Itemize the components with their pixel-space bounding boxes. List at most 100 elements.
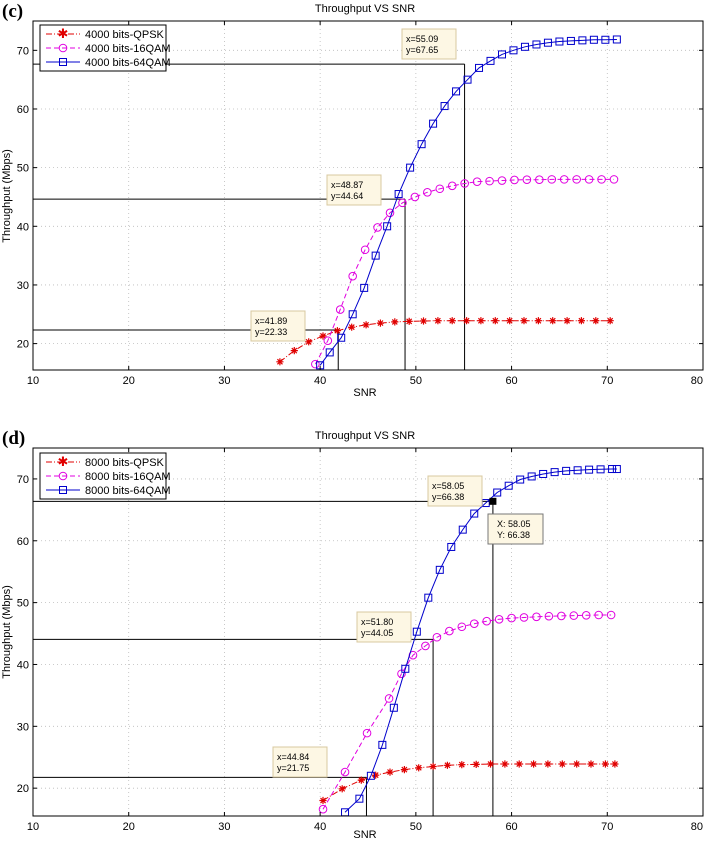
data-point-star (458, 761, 466, 769)
legend-box (39, 24, 167, 72)
data-point-square (417, 140, 426, 149)
data-point-square (389, 703, 398, 712)
data-point-star (338, 785, 346, 793)
data-point-square (366, 771, 375, 780)
data-point-star (362, 321, 370, 329)
annotation-box (356, 611, 412, 643)
y-axis-label: Throughput (Mbps) (1, 149, 13, 243)
panel-label: (c) (2, 1, 23, 22)
data-point-square (348, 310, 357, 319)
data-point-star (592, 317, 600, 325)
data-point-square (355, 794, 364, 803)
data-point-circle (360, 245, 370, 255)
plot-frame (32, 20, 704, 371)
legend-label-64qam: 8000 bits-64QAM (85, 485, 171, 497)
data-point-star (376, 319, 384, 327)
data-point-circle (581, 611, 591, 620)
data-point-square (566, 36, 575, 45)
data-point-circle (572, 175, 581, 184)
annotation-box (401, 28, 457, 60)
data-point-circle (340, 767, 350, 777)
data-point-circle (460, 179, 469, 188)
series-line-2 (344, 468, 617, 813)
data-point-square (475, 63, 484, 72)
annotation-1: x=44.84 y=21.75 (272, 746, 328, 778)
data-point-circle (311, 359, 320, 369)
data-point-star (587, 760, 595, 768)
data-point-square (527, 472, 536, 481)
data-point-square (371, 251, 380, 260)
data-point-square (550, 468, 559, 477)
data-point-square (509, 46, 518, 55)
annotation-x: x=41.89 (255, 316, 287, 326)
axis-ticks: 10 20 30 40 50 60 70 80 20 30 40 50 60 70 (17, 21, 704, 387)
data-point-star (333, 327, 341, 335)
data-point-square (383, 222, 392, 231)
data-point-circle (482, 616, 491, 626)
data-point-circle (410, 192, 420, 202)
y-tick-label: 70 (17, 474, 29, 486)
data-point-square (447, 542, 456, 551)
data-point-star (405, 317, 413, 325)
x-tick-label: 80 (691, 821, 703, 833)
series-line-0 (279, 320, 611, 363)
chart-panel-d: (d) Throughput VS SNR 10 20 30 40 50 60 70 80 20… (1, 428, 704, 841)
data-point-star (357, 776, 365, 784)
data-point-circle (544, 611, 554, 621)
annotation-2: x=48.87 y=44.64 (326, 174, 382, 206)
data-point-circle (432, 632, 442, 642)
grid-lines (33, 448, 703, 816)
data-point-square (596, 465, 605, 474)
data-point-square (360, 283, 369, 292)
data-point-circle (547, 175, 557, 184)
data-point-star (434, 317, 442, 325)
x-tick-label: 40 (314, 375, 326, 387)
data-point-star (506, 317, 514, 325)
annotation-x: x=48.87 (331, 180, 363, 190)
data-point-star (348, 323, 356, 331)
datatip[interactable]: X: 58.05 Y: 66.38 (487, 513, 544, 545)
data-point-star (477, 317, 485, 325)
data-point-star (319, 332, 327, 340)
star-marker-icon: ✱ (58, 26, 69, 41)
panel-label: (d) (2, 428, 25, 449)
annotation-box (250, 310, 306, 342)
data-point-star (429, 762, 437, 771)
chart-panel-c: (c) Throughput VS SNR 10 20 30 40 50 60 70 80 20… (1, 1, 704, 399)
data-point-star (501, 760, 509, 768)
x-tick-label: 50 (410, 821, 422, 833)
annotation-x: x=58.05 (432, 481, 464, 491)
data-point-square (337, 333, 346, 342)
x-tick-label: 60 (505, 375, 517, 387)
annotation-y: y=66.38 (432, 492, 464, 502)
circle-marker-icon (58, 471, 68, 481)
data-point-circle (447, 181, 457, 191)
legend-box (39, 452, 167, 500)
data-point-star (276, 358, 284, 366)
x-tick-label: 70 (601, 375, 613, 387)
data-point-star (491, 317, 499, 325)
y-axis-label: Throughput (Mbps) (1, 585, 13, 679)
datatip-box (487, 513, 544, 545)
y-tick-label: 50 (17, 163, 29, 175)
data-point-circle (318, 804, 328, 814)
data-point-star (520, 317, 528, 325)
data-point-circle (335, 305, 345, 314)
data-point-square (612, 35, 621, 44)
annotation-x: x=44.84 (277, 752, 309, 762)
data-point-circle (557, 611, 566, 621)
data-point-circle (522, 175, 532, 184)
data-point-square (504, 481, 513, 490)
data-point-circle (435, 184, 445, 194)
chart-title: Throughput VS SNR (315, 3, 415, 15)
data-point-square (470, 509, 479, 518)
data-point-circle (348, 271, 357, 281)
x-tick-label: 40 (314, 821, 326, 833)
data-point-circle (532, 612, 541, 622)
y-tick-label: 40 (17, 659, 29, 671)
data-point-circle (510, 175, 519, 185)
y-tick-label: 20 (17, 783, 29, 795)
data-point-circle (472, 177, 482, 187)
data-point-star (448, 317, 456, 325)
data-point-star (391, 318, 399, 326)
